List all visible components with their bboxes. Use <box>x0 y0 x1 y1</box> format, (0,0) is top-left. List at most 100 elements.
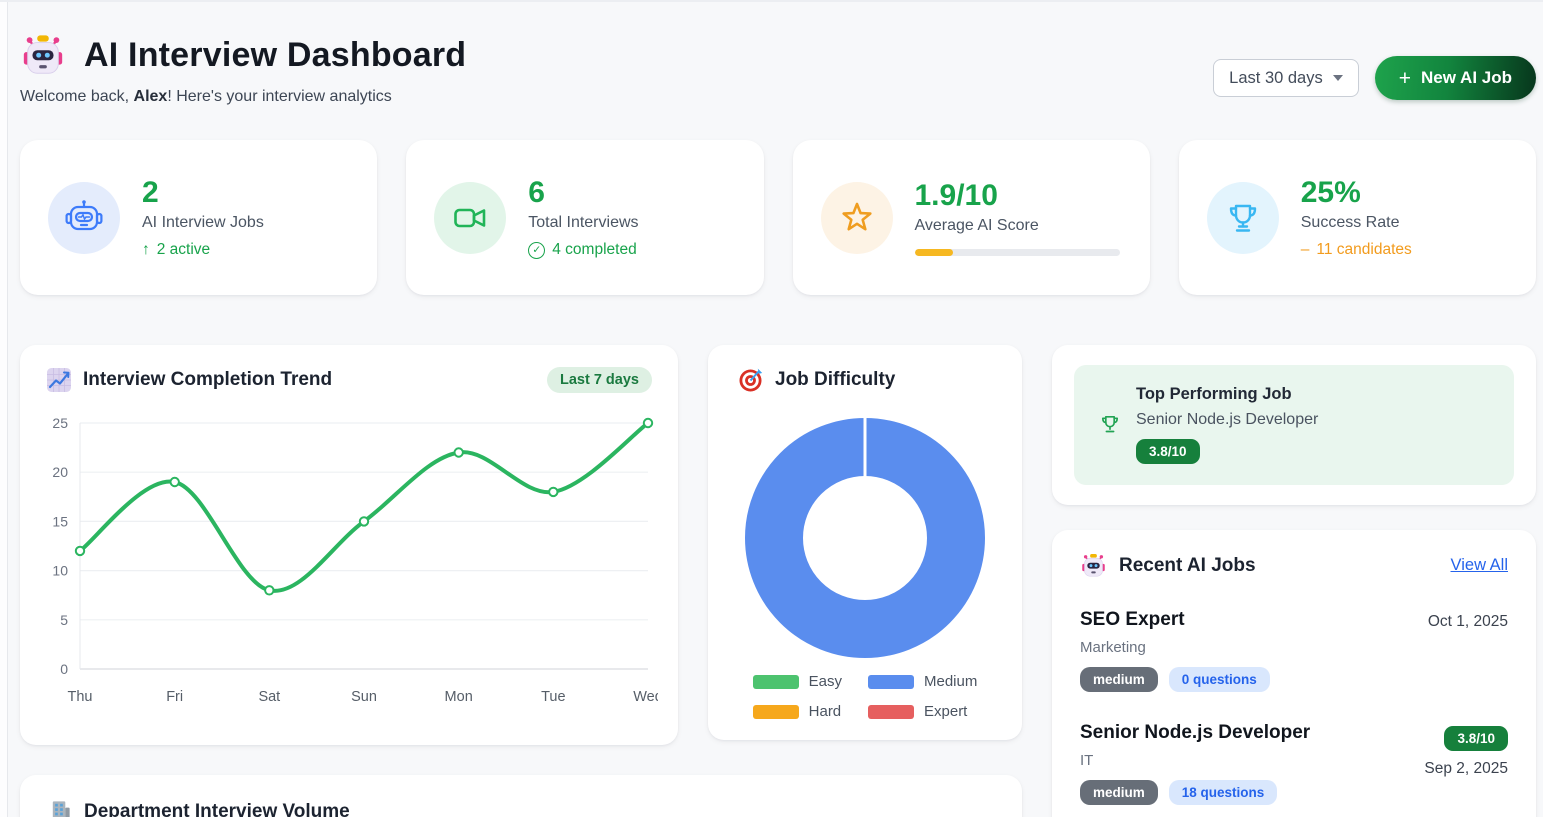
legend-item-easy: Easy <box>752 673 842 690</box>
difficulty-donut-canvas <box>742 415 988 661</box>
job-department: Marketing <box>1080 639 1146 656</box>
job-difficulty-card: Job Difficulty Easy Medium Hard Expert <box>708 345 1022 740</box>
legend-label: Easy <box>808 673 842 690</box>
svg-text:Mon: Mon <box>445 689 473 705</box>
svg-text:Wed: Wed <box>633 689 658 705</box>
page-left-edge <box>0 2 8 817</box>
stat-trend: – 11 candidates <box>1301 241 1508 259</box>
svg-text:Fri: Fri <box>166 689 183 705</box>
stat-trend-text: 2 active <box>156 241 211 258</box>
stat-label: AI Interview Jobs <box>142 214 264 231</box>
stat-value: 6 <box>528 176 545 209</box>
top-job-heading: Top Performing Job <box>1136 385 1292 403</box>
difficulty-badge: medium <box>1080 667 1158 692</box>
score-progress-track <box>914 249 1120 256</box>
job-department: IT <box>1080 752 1094 769</box>
date-range-select[interactable]: Last 30 days <box>1213 59 1359 97</box>
robot-icon <box>48 181 120 254</box>
welcome-name: Alex <box>133 88 168 105</box>
department-card-title: Department Interview Volume <box>84 800 350 817</box>
trophy-green-icon <box>1098 412 1122 465</box>
right-column: Top Performing Job Senior Node.js Develo… <box>1052 345 1536 817</box>
job-row-senior-nodejs-developer[interactable]: Senior Node.js Developer IT medium 18 qu… <box>1080 722 1508 805</box>
difficulty-card-title: Job Difficulty <box>775 369 896 390</box>
office-building-icon <box>48 799 73 817</box>
legend-item-hard: Hard <box>752 703 842 720</box>
new-ai-job-label: New AI Job <box>1421 68 1512 87</box>
legend-swatch-expert <box>868 704 914 719</box>
svg-text:Thu: Thu <box>68 689 93 705</box>
job-title: SEO Expert <box>1080 609 1185 630</box>
stat-card-ai-interview-jobs: 2 AI Interview Jobs ↑ 2 active <box>20 140 378 295</box>
trend-chart-canvas: 0 5 10 15 20 25 Thu Fri Sat Sun Mon Tue Wed <box>40 407 658 715</box>
svg-text:5: 5 <box>60 612 68 628</box>
plus-icon: + <box>1398 66 1411 90</box>
top-job-score-badge: 3.8/10 <box>1136 439 1200 464</box>
legend-item-medium: Medium <box>868 673 977 690</box>
header-left: AI Interview Dashboard Welcome back, Ale… <box>20 32 466 106</box>
difficulty-legend: Easy Medium Hard Expert <box>732 673 998 720</box>
stat-value: 2 <box>142 176 159 209</box>
legend-label: Hard <box>808 703 842 720</box>
caret-down-icon <box>1332 75 1343 81</box>
welcome-message: Welcome back, Alex! Here's your intervie… <box>20 88 466 106</box>
legend-swatch-hard <box>752 704 799 719</box>
welcome-suffix: ! Here's your interview analytics <box>167 88 392 105</box>
score-progress-fill <box>914 249 954 256</box>
header-controls: Last 30 days + New AI Job <box>1213 56 1536 100</box>
trophy-icon <box>1206 181 1279 254</box>
legend-swatch-easy <box>752 674 799 689</box>
svg-text:Sat: Sat <box>258 689 280 705</box>
stats-row: 2 AI Interview Jobs ↑ 2 active 6 Total I… <box>20 140 1536 295</box>
stat-card-success-rate: 25% Success Rate – 11 candidates <box>1178 140 1536 295</box>
robot-small-icon <box>1080 552 1107 579</box>
questions-badge: 0 questions <box>1168 667 1270 692</box>
stat-value: 1.9/10 <box>914 179 998 212</box>
new-ai-job-button[interactable]: + New AI Job <box>1374 56 1536 100</box>
recent-ai-jobs-card: Recent AI Jobs View All SEO Expert Marke… <box>1052 530 1536 817</box>
job-row-seo-expert[interactable]: SEO Expert Marketing medium 0 questions … <box>1080 609 1508 692</box>
stat-trend: ↑ 2 active <box>142 241 349 259</box>
difficulty-badge: medium <box>1080 780 1158 805</box>
star-icon <box>820 181 893 254</box>
svg-text:15: 15 <box>52 513 68 529</box>
stat-trend-text: 4 completed <box>552 241 637 258</box>
svg-text:0: 0 <box>60 661 68 677</box>
top-performing-job-card: Top Performing Job Senior Node.js Develo… <box>1052 345 1536 505</box>
stat-card-total-interviews: 6 Total Interviews ✓ 4 completed <box>406 140 764 295</box>
job-date: Sep 2, 2025 <box>1424 760 1508 777</box>
legend-item-expert: Expert <box>868 703 977 720</box>
legend-label: Expert <box>924 703 968 720</box>
stat-trend: ✓ 4 completed <box>528 241 735 259</box>
check-circle-icon: ✓ <box>528 241 546 259</box>
charts-column: Interview Completion Trend Last 7 days 0… <box>20 345 1022 817</box>
stat-label: Average AI Score <box>914 217 1039 234</box>
trend-card-title: Interview Completion Trend <box>83 369 333 390</box>
trend-period-badge: Last 7 days <box>547 367 652 393</box>
page-title: AI Interview Dashboard <box>84 35 467 74</box>
date-range-value: Last 30 days <box>1229 68 1323 87</box>
video-camera-icon <box>434 181 507 254</box>
stat-label: Success Rate <box>1300 214 1400 231</box>
header: AI Interview Dashboard Welcome back, Ale… <box>20 2 1536 106</box>
up-arrow-icon: ↑ <box>142 241 150 258</box>
svg-text:Tue: Tue <box>541 689 565 705</box>
view-all-link[interactable]: View All <box>1450 556 1508 574</box>
legend-swatch-medium <box>868 674 914 689</box>
interview-completion-trend-card: Interview Completion Trend Last 7 days 0… <box>20 345 678 745</box>
svg-text:20: 20 <box>52 464 68 480</box>
stat-card-average-ai-score: 1.9/10 Average AI Score <box>792 140 1150 295</box>
stat-trend-text: 11 candidates <box>1316 241 1412 258</box>
stat-value: 25% <box>1300 176 1361 209</box>
chart-increasing-icon <box>46 367 72 393</box>
svg-text:10: 10 <box>52 563 68 579</box>
department-interview-volume-card: Department Interview Volume <box>20 775 1022 817</box>
svg-text:Sun: Sun <box>351 689 377 705</box>
recent-jobs-title: Recent AI Jobs <box>1119 554 1256 576</box>
top-job-name: Senior Node.js Developer <box>1136 411 1319 428</box>
main-content: Interview Completion Trend Last 7 days 0… <box>20 345 1536 817</box>
welcome-prefix: Welcome back, <box>20 88 134 105</box>
stat-label: Total Interviews <box>528 214 639 231</box>
job-score-badge: 3.8/10 <box>1444 726 1508 751</box>
